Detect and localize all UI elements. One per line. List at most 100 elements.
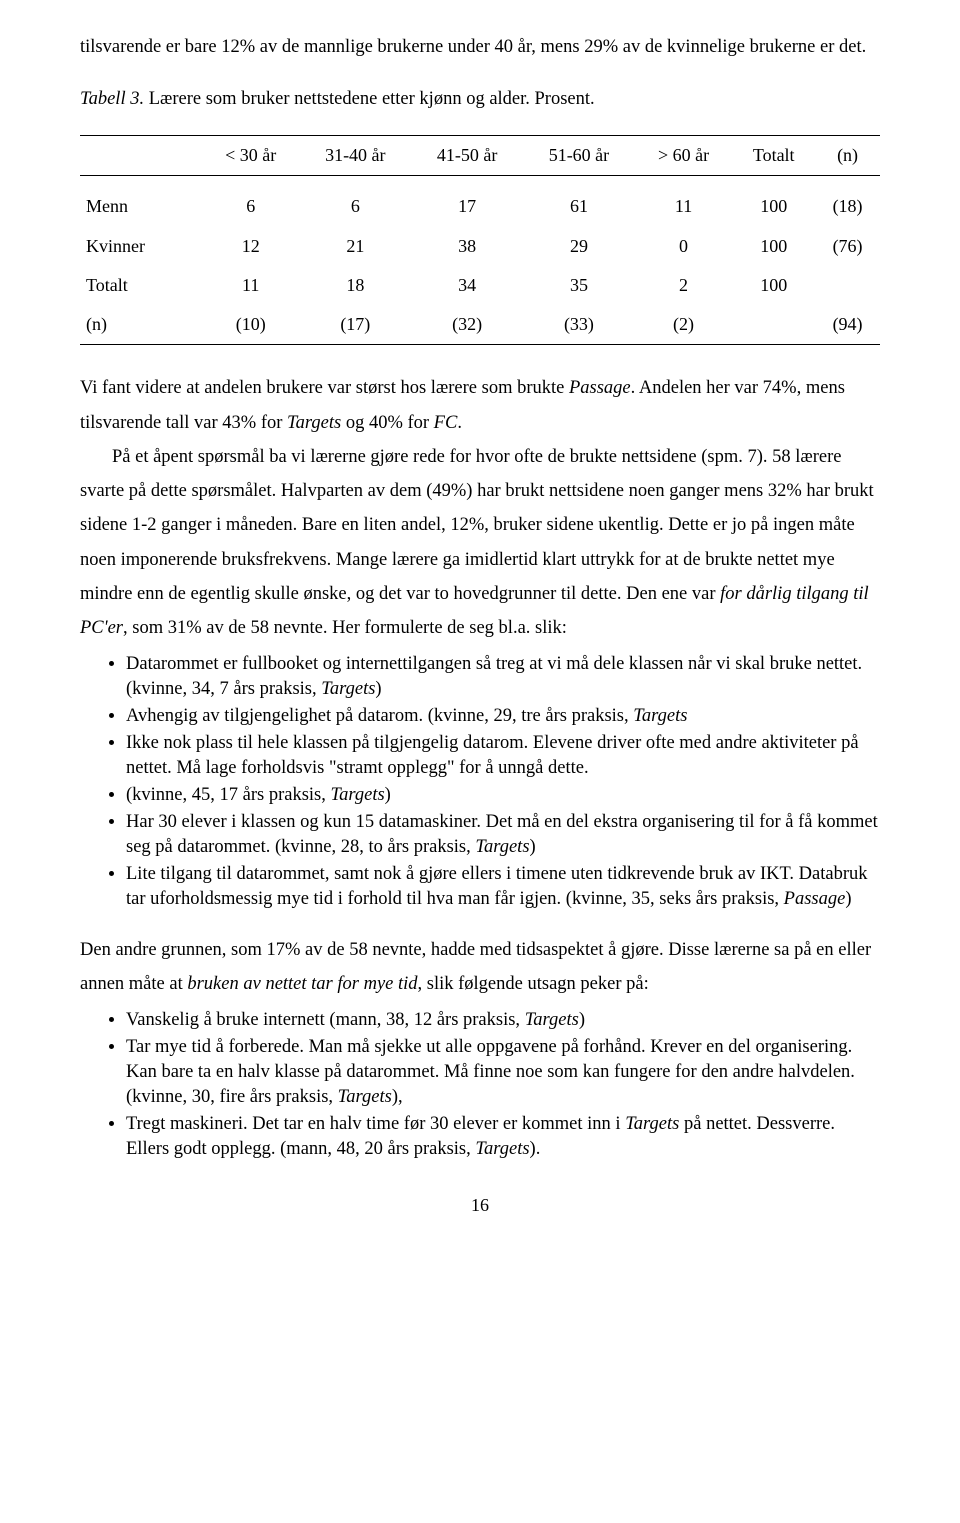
cell: 21	[299, 227, 411, 266]
cell: (18)	[815, 176, 880, 227]
list-item: Lite tilgang til datarommet, samt nok å …	[126, 861, 880, 913]
italic-text: Targets	[338, 1087, 392, 1107]
cell: 29	[523, 227, 635, 266]
italic-text: Targets	[633, 706, 687, 726]
text: )	[530, 837, 536, 857]
text: Vi fant videre at andelen brukere var st…	[80, 378, 569, 398]
list-item: Datarommet er fullbooket og internettilg…	[126, 651, 880, 703]
cell: 100	[732, 266, 815, 305]
text: Vanskelig å bruke internett (mann, 38, 1…	[126, 1010, 525, 1030]
text: )	[845, 889, 851, 909]
text: Datarommet er fullbooket og internettilg…	[126, 654, 862, 699]
italic-text: Targets	[525, 1010, 579, 1030]
italic-text: Targets	[331, 785, 385, 805]
cell: 2	[635, 266, 732, 305]
cell: 100	[732, 227, 815, 266]
cell: 61	[523, 176, 635, 227]
italic-text: FC	[434, 413, 458, 433]
body-paragraph-1: Vi fant videre at andelen brukere var st…	[80, 371, 880, 439]
table-row: Totalt 11 18 34 35 2 100	[80, 266, 880, 305]
cell: (2)	[635, 305, 732, 345]
list-item: (kvinne, 45, 17 års praksis, Targets)	[126, 782, 880, 809]
cell: 100	[732, 176, 815, 227]
row-label: Menn	[80, 176, 202, 227]
cell: 11	[635, 176, 732, 227]
italic-text: Targets	[287, 413, 341, 433]
cell: 17	[411, 176, 523, 227]
cell: 11	[202, 266, 299, 305]
table-row: Kvinner 12 21 38 29 0 100 (76)	[80, 227, 880, 266]
body-paragraph-3: Den andre grunnen, som 17% av de 58 nevn…	[80, 933, 880, 1001]
body-paragraph-2: På et åpent spørsmål ba vi lærerne gjøre…	[80, 440, 880, 645]
cell: (10)	[202, 305, 299, 345]
row-label: Kvinner	[80, 227, 202, 266]
cell: (32)	[411, 305, 523, 345]
caption-label: Tabell 3.	[80, 89, 144, 109]
text: ).	[530, 1139, 541, 1159]
caption-rest: Lærere som bruker nettstedene etter kjøn…	[144, 89, 595, 109]
italic-text: bruken av nettet tar for mye tid	[187, 974, 417, 994]
cell: 6	[299, 176, 411, 227]
text: (kvinne, 45, 17 års praksis,	[126, 785, 331, 805]
text: Tregt maskineri. Det tar en halv time fø…	[126, 1114, 625, 1134]
text: Tar mye tid å forberede. Man må sjekke u…	[126, 1037, 855, 1107]
row-label: Totalt	[80, 266, 202, 305]
italic-text: Passage	[569, 378, 631, 398]
cell: 18	[299, 266, 411, 305]
text: På et åpent spørsmål ba vi lærerne gjøre…	[80, 447, 874, 604]
col-header: < 30 år	[202, 135, 299, 175]
page: tilsvarende er bare 12% av de mannlige b…	[0, 0, 960, 1252]
col-header: Totalt	[732, 135, 815, 175]
table-caption: Tabell 3. Lærere som bruker nettstedene …	[80, 82, 880, 116]
table-header-row: < 30 år 31-40 år 41-50 år 51-60 år > 60 …	[80, 135, 880, 175]
cell: 6	[202, 176, 299, 227]
col-header: 51-60 år	[523, 135, 635, 175]
list-item: Tar mye tid å forberede. Man må sjekke u…	[126, 1034, 880, 1111]
list-item: Ikke nok plass til hele klassen på tilgj…	[126, 730, 880, 782]
col-header: (n)	[815, 135, 880, 175]
intro-paragraph: tilsvarende er bare 12% av de mannlige b…	[80, 30, 880, 64]
table-corner-cell	[80, 135, 202, 175]
cell: 0	[635, 227, 732, 266]
text: Avhengig av tilgjengelighet på datarom. …	[126, 706, 633, 726]
text: )	[579, 1010, 585, 1030]
cell: (17)	[299, 305, 411, 345]
text: ),	[392, 1087, 403, 1107]
text: og 40% for	[341, 413, 433, 433]
bullet-list-1: Datarommet er fullbooket og internettilg…	[80, 651, 880, 913]
text: )	[375, 679, 381, 699]
italic-text: Targets	[475, 1139, 529, 1159]
cell: 35	[523, 266, 635, 305]
row-label: (n)	[80, 305, 202, 345]
cell: (76)	[815, 227, 880, 266]
table-row: (n) (10) (17) (32) (33) (2) (94)	[80, 305, 880, 345]
cell: 34	[411, 266, 523, 305]
text: , slik følgende utsagn peker på:	[418, 974, 649, 994]
col-header: 41-50 år	[411, 135, 523, 175]
text: Ikke nok plass til hele klassen på tilgj…	[126, 733, 859, 778]
cell: (94)	[815, 305, 880, 345]
page-number: 16	[80, 1189, 880, 1222]
text: , som 31% av de 58 nevnte. Her formulert…	[123, 618, 567, 638]
italic-text: Targets	[321, 679, 375, 699]
table-row: Menn 6 6 17 61 11 100 (18)	[80, 176, 880, 227]
italic-text: Targets	[475, 837, 529, 857]
italic-text: Targets	[625, 1114, 679, 1134]
data-table: < 30 år 31-40 år 41-50 år 51-60 år > 60 …	[80, 135, 880, 345]
list-item: Har 30 elever i klassen og kun 15 datama…	[126, 809, 880, 861]
cell: 12	[202, 227, 299, 266]
text: .	[457, 413, 462, 433]
col-header: 31-40 år	[299, 135, 411, 175]
list-item: Tregt maskineri. Det tar en halv time fø…	[126, 1111, 880, 1163]
text: )	[385, 785, 391, 805]
cell	[732, 305, 815, 345]
cell: 38	[411, 227, 523, 266]
cell: (33)	[523, 305, 635, 345]
list-item: Vanskelig å bruke internett (mann, 38, 1…	[126, 1007, 880, 1034]
italic-text: Passage	[784, 889, 846, 909]
col-header: > 60 år	[635, 135, 732, 175]
cell	[815, 266, 880, 305]
text: Lite tilgang til datarommet, samt nok å …	[126, 864, 867, 909]
list-item: Avhengig av tilgjengelighet på datarom. …	[126, 703, 880, 730]
bullet-list-2: Vanskelig å bruke internett (mann, 38, 1…	[80, 1007, 880, 1163]
